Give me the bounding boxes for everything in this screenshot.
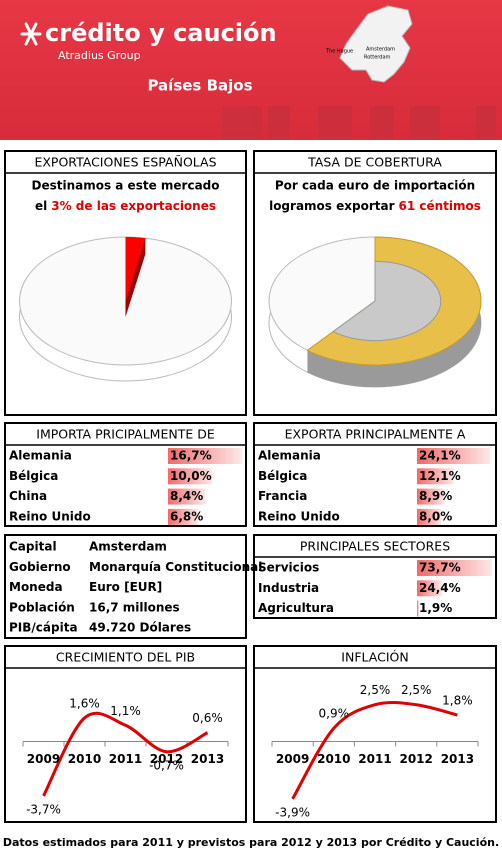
country-name: Países Bajos [147, 77, 252, 95]
info-label: Gobierno [9, 560, 71, 574]
data-label: 1,1% [110, 704, 141, 718]
value-label: 8,0% [419, 509, 452, 523]
panel-title: TASA DE COBERTURA [307, 155, 442, 170]
value-label: 1,9% [419, 601, 452, 615]
map-label: The Hague [325, 49, 353, 55]
panel-title: INFLACIÓN [341, 650, 408, 665]
value-label: 24,1% [419, 449, 461, 463]
value-label: 6,8% [170, 509, 203, 523]
bar [168, 448, 242, 464]
bar [417, 580, 442, 597]
info-value: Euro [EUR] [89, 580, 162, 594]
map-label: Amsterdam [366, 47, 395, 53]
row-label: Reino Unido [9, 509, 91, 523]
row-label: Bélgica [9, 469, 58, 483]
x-tick-label: 2009 [276, 752, 309, 766]
coin-center [332, 260, 442, 342]
info-label: Población [9, 600, 75, 614]
row-label: Alemania [258, 449, 321, 463]
panel [253, 534, 497, 619]
panel-title: CRECIMIENTO DEL PIB [56, 650, 195, 665]
text-highlight: 61 céntimos [399, 199, 481, 213]
logo-mark [20, 22, 42, 46]
value-label: 8,4% [170, 489, 203, 503]
value-label: 10,0% [170, 469, 212, 483]
bar [417, 508, 442, 525]
data-label: 2,5% [360, 683, 391, 697]
x-tick-label: 2010 [68, 752, 101, 766]
info-value: 16,7 millones [89, 600, 180, 614]
panel [4, 534, 247, 639]
row-label: Industria [258, 581, 319, 595]
x-tick-label: 2013 [191, 752, 224, 766]
line [291, 701, 458, 800]
value-label: 73,7% [419, 561, 461, 575]
row-label: Reino Unido [258, 509, 340, 523]
data-label: -0,7% [149, 758, 184, 772]
map [339, 5, 413, 83]
x-tick-label: 2010 [317, 752, 350, 766]
row-label: China [9, 489, 47, 503]
info-value: Amsterdam [89, 540, 167, 554]
bar [417, 488, 445, 505]
data-label: 0,6% [192, 711, 223, 725]
panel-text: Por cada euro de importación [275, 179, 475, 193]
footer: Datos estimados para 2011 y previstos pa… [3, 836, 499, 849]
data-label: -3,9% [275, 805, 310, 819]
header-squares [222, 106, 496, 140]
text-part: logramos exportar [269, 199, 394, 213]
bar [417, 468, 454, 485]
map-label: Rotterdam [364, 55, 391, 61]
info-value: Monarquía Constitucional [89, 560, 262, 574]
text-part: el [35, 199, 47, 213]
info-label: PIB/cápita [9, 621, 78, 635]
row-label: Bélgica [258, 469, 307, 483]
panel-title: PRINCIPALES SECTORES [300, 539, 450, 554]
brand-group: Atradius Group [58, 49, 141, 62]
value-label: 24,4% [419, 581, 461, 595]
value-label: 8,9% [419, 489, 452, 503]
bar [168, 508, 198, 525]
panel-title: EXPORTACIONES ESPAÑOLAS [34, 155, 216, 170]
row-label: Francia [258, 489, 307, 503]
panel-text: logramos exportar 61 céntimos [269, 199, 481, 213]
brand: crédito y caución [45, 19, 277, 47]
panel-text: Destinamos a este mercado [31, 179, 219, 193]
data-label: -3,7% [26, 802, 61, 816]
x-tick-label: 2012 [150, 752, 183, 766]
panel [253, 422, 497, 527]
x-tick-label: 2012 [399, 752, 432, 766]
line [42, 711, 209, 797]
bar [417, 448, 491, 464]
panel [4, 645, 247, 823]
row-label: Alemania [9, 449, 72, 463]
bar [168, 488, 206, 505]
pie-slice [125, 237, 146, 301]
data-label: 1,6% [69, 696, 100, 710]
info-label: Moneda [9, 580, 63, 594]
panel [253, 645, 497, 823]
row-label: Agricultura [258, 601, 334, 615]
text-highlight: 3% de las exportaciones [51, 199, 216, 213]
bar [417, 560, 492, 576]
panel-text: el 3% de las exportaciones [35, 199, 216, 213]
x-tick-label: 2013 [441, 752, 474, 766]
panel-title: IMPORTA PRICIPALMENTE DE [36, 427, 215, 442]
coin-side [307, 237, 481, 387]
info-value: 49.720 Dólares [89, 621, 191, 635]
bar [168, 468, 213, 485]
row-label: Servicios [258, 561, 319, 575]
data-label: 1,8% [442, 694, 473, 708]
value-label: 16,7% [170, 449, 212, 463]
x-tick-label: 2009 [27, 752, 60, 766]
value-label: 12,1% [419, 469, 461, 483]
data-label: 2,5% [401, 683, 432, 697]
panel-title: EXPORTA PRINCIPALMENTE A [285, 427, 466, 442]
bar [417, 600, 419, 617]
info-label: Capital [9, 540, 57, 554]
x-tick-label: 2011 [109, 752, 142, 766]
data-label: 0,9% [319, 707, 350, 721]
x-tick-label: 2011 [358, 752, 391, 766]
